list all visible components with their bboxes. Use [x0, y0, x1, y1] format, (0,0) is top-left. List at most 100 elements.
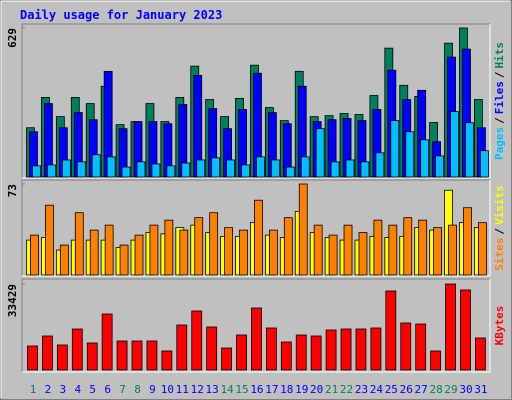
bar: [313, 224, 323, 276]
bar: [74, 212, 84, 276]
panel-bevel: [21, 23, 490, 178]
bar: [385, 290, 397, 371]
x-tick-label: 7: [119, 383, 126, 396]
bar: [42, 335, 53, 371]
x-tick-label: 18: [280, 383, 293, 396]
y-max-label: 33429: [6, 284, 19, 317]
bar: [474, 337, 486, 371]
y-max-label: 629: [6, 28, 19, 48]
bar: [448, 224, 457, 276]
x-tick-label: 30: [459, 383, 472, 396]
legend-entry: Pages: [493, 127, 506, 160]
bar: [405, 131, 415, 178]
bar: [146, 340, 158, 371]
bar: [285, 166, 295, 178]
bar: [373, 219, 383, 276]
bar: [179, 229, 189, 276]
bar: [280, 341, 292, 371]
bar: [241, 164, 250, 178]
bar: [30, 234, 39, 276]
bar: [254, 199, 263, 276]
bar: [388, 224, 398, 276]
bar: [465, 122, 474, 178]
bar: [256, 156, 265, 178]
legend-entry: KBytes: [493, 306, 506, 346]
panel-bevel: [21, 278, 490, 372]
bar: [136, 161, 146, 178]
bar: [355, 328, 367, 371]
bar: [430, 350, 442, 371]
bar: [27, 345, 38, 371]
x-tick-label: 1: [30, 383, 37, 396]
legend: Sites / Visits: [493, 185, 506, 271]
bar: [445, 283, 456, 371]
bar: [161, 350, 173, 371]
legend: KBytes: [493, 306, 506, 346]
bar: [251, 307, 262, 371]
bar: [196, 159, 206, 178]
x-tick-label: 12: [191, 383, 204, 396]
bar: [176, 324, 188, 371]
x-tick-label: 16: [250, 383, 263, 396]
bar: [325, 329, 337, 371]
bar: [209, 212, 219, 276]
legend-entry: Files: [493, 81, 506, 114]
bar: [91, 154, 101, 178]
x-tick-label: 25: [385, 383, 398, 396]
x-tick-label: 26: [400, 383, 413, 396]
bar: [340, 328, 352, 371]
x-tick-label: 5: [89, 383, 96, 396]
legend-entry: Visits: [493, 185, 506, 225]
x-tick-label: 31: [474, 383, 487, 396]
bar: [104, 224, 114, 276]
bar: [268, 229, 278, 276]
legend-entry: Sites: [493, 238, 506, 271]
bar: [106, 156, 116, 178]
bar: [463, 207, 472, 276]
bar: [315, 128, 325, 178]
bar: [330, 161, 340, 178]
bar: [119, 244, 129, 276]
y-max-label: 73: [6, 184, 19, 197]
x-tick-label: 28: [429, 383, 442, 396]
bar: [224, 227, 233, 276]
x-tick-label: 17: [265, 383, 278, 396]
bar: [435, 155, 445, 178]
x-tick-label: 13: [206, 383, 219, 396]
x-tick-label: 8: [134, 383, 141, 396]
bar: [360, 161, 370, 178]
panel-bevel: [22, 279, 491, 373]
x-tick-label: 22: [340, 383, 353, 396]
bar: [164, 219, 174, 276]
bar: [479, 150, 489, 178]
bar: [71, 328, 83, 371]
bar: [194, 217, 204, 276]
bar: [265, 327, 277, 371]
bar: [433, 227, 443, 276]
bar: [283, 217, 293, 276]
bar: [211, 157, 221, 178]
bar: [86, 342, 98, 371]
x-tick-label: 11: [176, 383, 189, 396]
bar: [298, 183, 308, 276]
bar: [166, 165, 176, 178]
x-tick-label: 24: [370, 383, 384, 396]
bar: [61, 159, 71, 178]
bar: [47, 164, 56, 178]
bar: [403, 217, 413, 276]
x-tick-label: 9: [149, 383, 156, 396]
bar: [418, 219, 428, 276]
bar: [191, 310, 203, 371]
panel-bevel: [21, 179, 490, 276]
bar: [270, 159, 280, 178]
bar: [295, 334, 307, 371]
bar: [181, 162, 191, 178]
bar: [300, 156, 310, 178]
bar: [477, 222, 487, 276]
legend: Pages / Files / Hits: [493, 42, 506, 160]
panel-bevel: [22, 24, 491, 179]
x-tick-label: 27: [415, 383, 428, 396]
bar: [89, 229, 99, 276]
x-tick-label: 4: [74, 383, 81, 396]
